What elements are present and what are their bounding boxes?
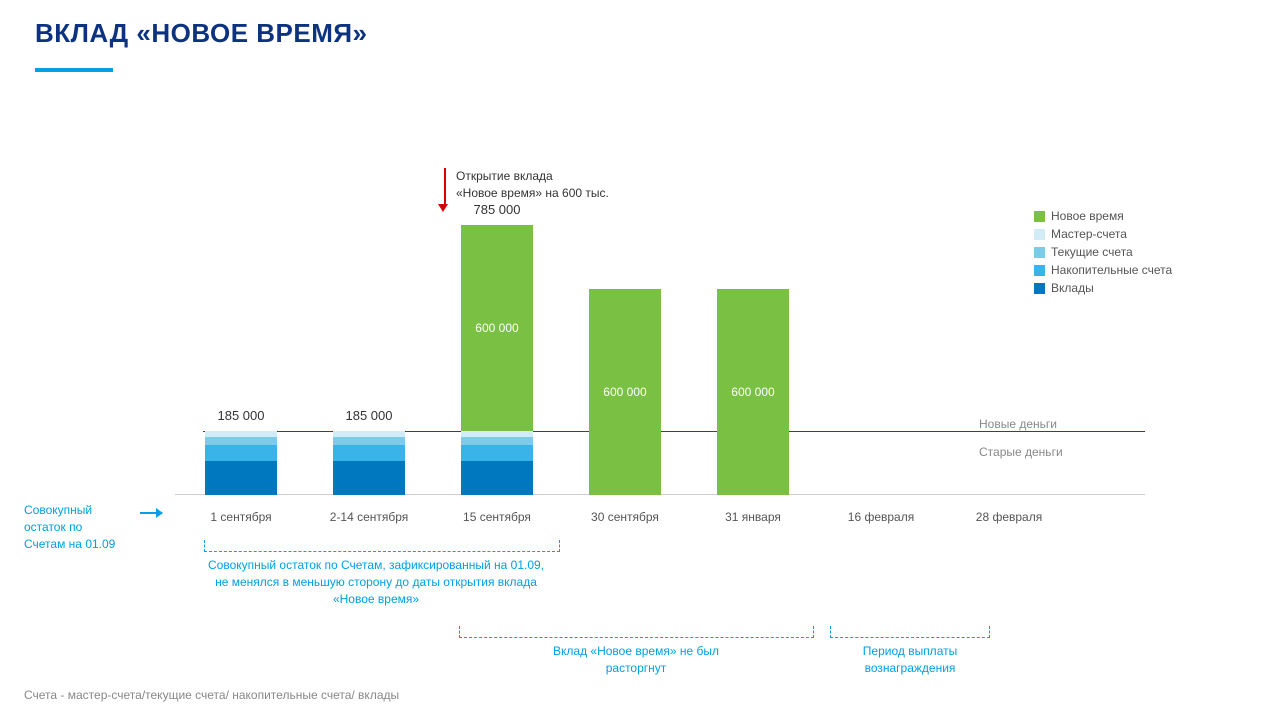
- legend-swatch: [1034, 229, 1045, 240]
- legend-item: Вклады: [1034, 281, 1172, 295]
- bar-total-label: 185 000: [181, 408, 301, 423]
- legend-swatch: [1034, 247, 1045, 258]
- bar-segment-value: 600 000: [717, 385, 789, 399]
- bar-segment-vklady: [333, 461, 405, 495]
- bar-segment-master: [461, 431, 533, 436]
- bar-segment-tekushchie: [461, 437, 533, 446]
- bar-segment-tekushchie: [205, 437, 277, 446]
- footer-note: Счета - мастер-счета/текущие счета/ нако…: [24, 688, 399, 702]
- bracket-payout-period: [830, 626, 990, 638]
- legend-item: Мастер-счета: [1034, 227, 1172, 241]
- bar-segment-master: [205, 431, 277, 436]
- legend-label: Мастер-счета: [1051, 227, 1127, 241]
- bar-segment-vklady: [461, 461, 533, 495]
- legend-swatch: [1034, 265, 1045, 276]
- legend-item: Новое время: [1034, 209, 1172, 223]
- bracket-payout-period-text: Период выплаты вознаграждения: [820, 643, 1000, 677]
- bar-total-label: 785 000: [437, 202, 557, 217]
- bar-segment-novoe_vremya: 600 000: [717, 289, 789, 495]
- bar-segment-tekushchie: [333, 437, 405, 446]
- page-title: ВКЛАД «НОВОЕ ВРЕМЯ»: [35, 18, 368, 49]
- legend-label: Текущие счета: [1051, 245, 1133, 259]
- x-axis-label: 28 февраля: [949, 510, 1069, 524]
- bar-segment-nakop: [333, 445, 405, 460]
- x-axis-label: 1 сентября: [181, 510, 301, 524]
- open-deposit-annotation: Открытие вклада «Новое время» на 600 тыс…: [456, 168, 609, 202]
- bar-segment-novoe_vremya: 600 000: [589, 289, 661, 495]
- legend-item: Текущие счета: [1034, 245, 1172, 259]
- x-axis-label: 31 января: [693, 510, 813, 524]
- threshold-label-above: Новые деньги: [979, 417, 1057, 431]
- legend-item: Накопительные счета: [1034, 263, 1172, 277]
- bar-segment-master: [333, 431, 405, 436]
- bracket-not-closed-text: Вклад «Новое время» не был расторгнут: [486, 643, 786, 677]
- bracket-fixed-balance: [204, 540, 560, 552]
- x-axis-label: 16 февраля: [821, 510, 941, 524]
- bar-segment-novoe_vremya: 600 000: [461, 225, 533, 431]
- x-axis-label: 15 сентября: [437, 510, 557, 524]
- legend-label: Новое время: [1051, 209, 1124, 223]
- legend-label: Вклады: [1051, 281, 1094, 295]
- bracket-fixed-balance-text: Совокупный остаток по Счетам, зафиксиров…: [176, 557, 576, 607]
- aggregate-balance-note: Совокупный остаток по Счетам на 01.09: [24, 502, 134, 552]
- legend: Новое время Мастер-счета Текущие счета Нако…: [1034, 209, 1172, 299]
- aggregate-balance-arrow: [140, 512, 162, 514]
- bar-segment-value: 600 000: [461, 321, 533, 335]
- x-axis-label: 2-14 сентября: [309, 510, 429, 524]
- bar-segment-value: 600 000: [589, 385, 661, 399]
- bar-segment-vklady: [205, 461, 277, 495]
- x-axis-label: 30 сентября: [565, 510, 685, 524]
- bar-segment-nakop: [205, 445, 277, 460]
- legend-swatch: [1034, 283, 1045, 294]
- legend-swatch: [1034, 211, 1045, 222]
- legend-label: Накопительные счета: [1051, 263, 1172, 277]
- bar-segment-nakop: [461, 445, 533, 460]
- bracket-not-closed: [459, 626, 814, 638]
- bar-total-label: 185 000: [309, 408, 429, 423]
- threshold-label-below: Старые деньги: [979, 445, 1063, 459]
- title-underline: [35, 68, 113, 72]
